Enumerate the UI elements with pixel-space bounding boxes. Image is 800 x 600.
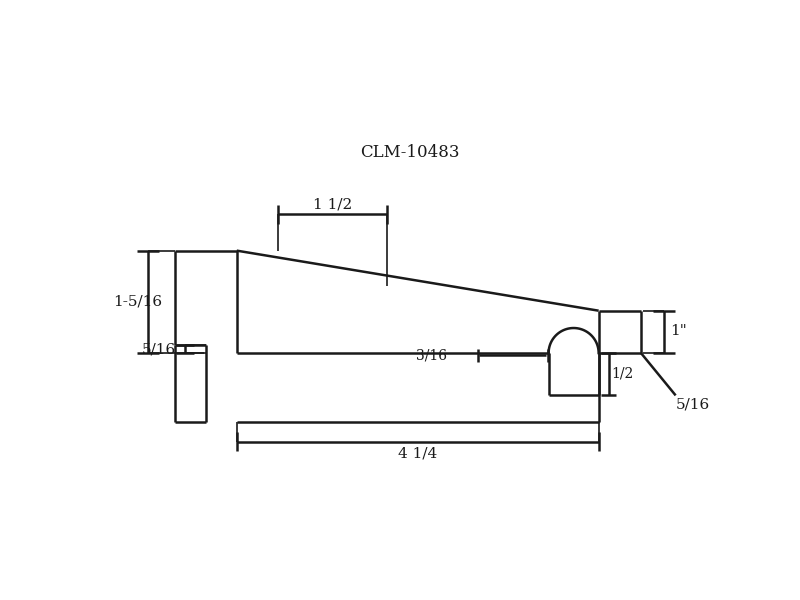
Text: 1": 1" bbox=[670, 325, 687, 338]
Text: 3/16: 3/16 bbox=[416, 349, 447, 362]
Text: 1-5/16: 1-5/16 bbox=[114, 295, 162, 308]
Text: 4 1/4: 4 1/4 bbox=[398, 447, 438, 461]
Text: CLM-10483: CLM-10483 bbox=[360, 145, 460, 161]
Text: 1 1/2: 1 1/2 bbox=[313, 197, 352, 211]
Text: 1/2: 1/2 bbox=[612, 367, 634, 381]
Text: 5/16: 5/16 bbox=[142, 342, 176, 356]
Text: 5/16: 5/16 bbox=[676, 398, 710, 412]
